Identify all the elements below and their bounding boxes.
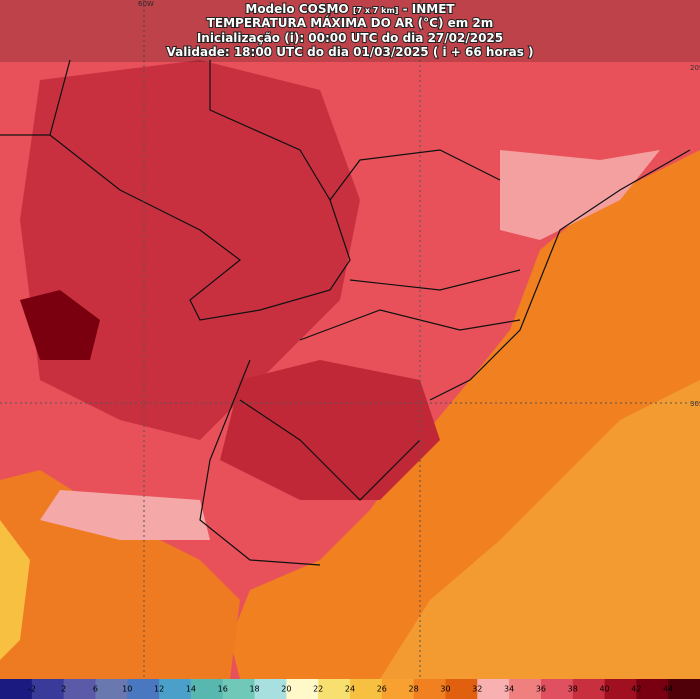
valid: Validade: 18:00 UTC do dia 01/03/2025 ( … (166, 45, 533, 59)
colorbar-cell (63, 679, 96, 699)
resolution: [7 x 7 km] (353, 6, 399, 15)
header-band (0, 0, 700, 62)
coastline (239, 149, 691, 501)
colorbar-cell (318, 679, 351, 699)
ocean-mild (380, 380, 700, 679)
init: Inicialização (i): 00:00 UTC do dia 27/0… (197, 31, 503, 45)
colorbar-label: -2 (28, 685, 36, 694)
colorbar-label: 24 (345, 685, 355, 694)
grid-label: 30S (690, 400, 700, 408)
colorbar-cell (0, 679, 33, 699)
colorbar-label: 2 (61, 685, 66, 694)
colorbar-cell (254, 679, 287, 699)
colorbar-cell (222, 679, 256, 699)
colorbar-label: 36 (536, 685, 546, 694)
colorbar-label: 28 (409, 685, 419, 694)
colorbar-label: 34 (504, 685, 514, 694)
colorbar-cell (540, 679, 574, 699)
colorbar-label: 12 (154, 685, 164, 694)
header-line: Modelo COSMO [7 x 7 km] - INMET (245, 2, 455, 16)
map: 60W 20S 30S (0, 0, 700, 679)
colorbar-label: 32 (472, 685, 482, 694)
colorbar-label: 26 (377, 685, 387, 694)
colorbar-cell (477, 679, 510, 699)
hot-zone (20, 60, 360, 440)
colorbar-label: 22 (313, 685, 323, 694)
south-mild-land (40, 490, 210, 540)
colorbar-label: 42 (631, 685, 641, 694)
south-mild (0, 520, 30, 660)
title: TEMPERATURA MÁXIMA DO AR (°C) em 2m (207, 15, 494, 30)
colorbar: -2 2 6 10 12 14 16 18 20 22 24 26 28 30 32 34 36 38 40 42 44 (0, 679, 700, 699)
colorbar-cell (286, 679, 319, 699)
colorbar-cell (95, 679, 128, 699)
colorbar-label: 16 (218, 685, 228, 694)
colorbar-cell (31, 679, 65, 699)
colorbar-cell (381, 679, 415, 699)
colorbar-label: 40 (599, 685, 609, 694)
colorbar-cell (509, 679, 542, 699)
model: Modelo COSMO (245, 2, 348, 16)
colorbar-label: 6 (93, 685, 98, 694)
border (49, 59, 521, 566)
colorbar-cell (190, 679, 224, 699)
colorbar-label: 44 (663, 685, 673, 694)
colorbar-cell (413, 679, 446, 699)
border (0, 60, 351, 321)
colorbar-cell (668, 679, 700, 699)
hottest-zone (20, 290, 100, 360)
colorbar-cell (604, 679, 637, 699)
colorbar-cell (636, 679, 669, 699)
colorbar-cell (350, 679, 383, 699)
colorbar-cell (445, 679, 478, 699)
colorbar-label: 30 (440, 685, 450, 694)
grid-label: 20S (690, 64, 700, 72)
colorbar-label: 20 (281, 685, 291, 694)
colorbar-cell (127, 679, 160, 699)
colorbar-label: 18 (249, 685, 259, 694)
colorbar-label: 14 (186, 685, 196, 694)
colorbar-label: 10 (122, 685, 132, 694)
colorbar-label: 38 (568, 685, 578, 694)
colorbar-cell (159, 679, 192, 699)
colorbar-cell (572, 679, 606, 699)
hot-zone-south (220, 360, 440, 500)
source: - INMET (403, 2, 456, 16)
coastal-mild (500, 150, 660, 240)
grid-label: 60W (138, 0, 154, 8)
